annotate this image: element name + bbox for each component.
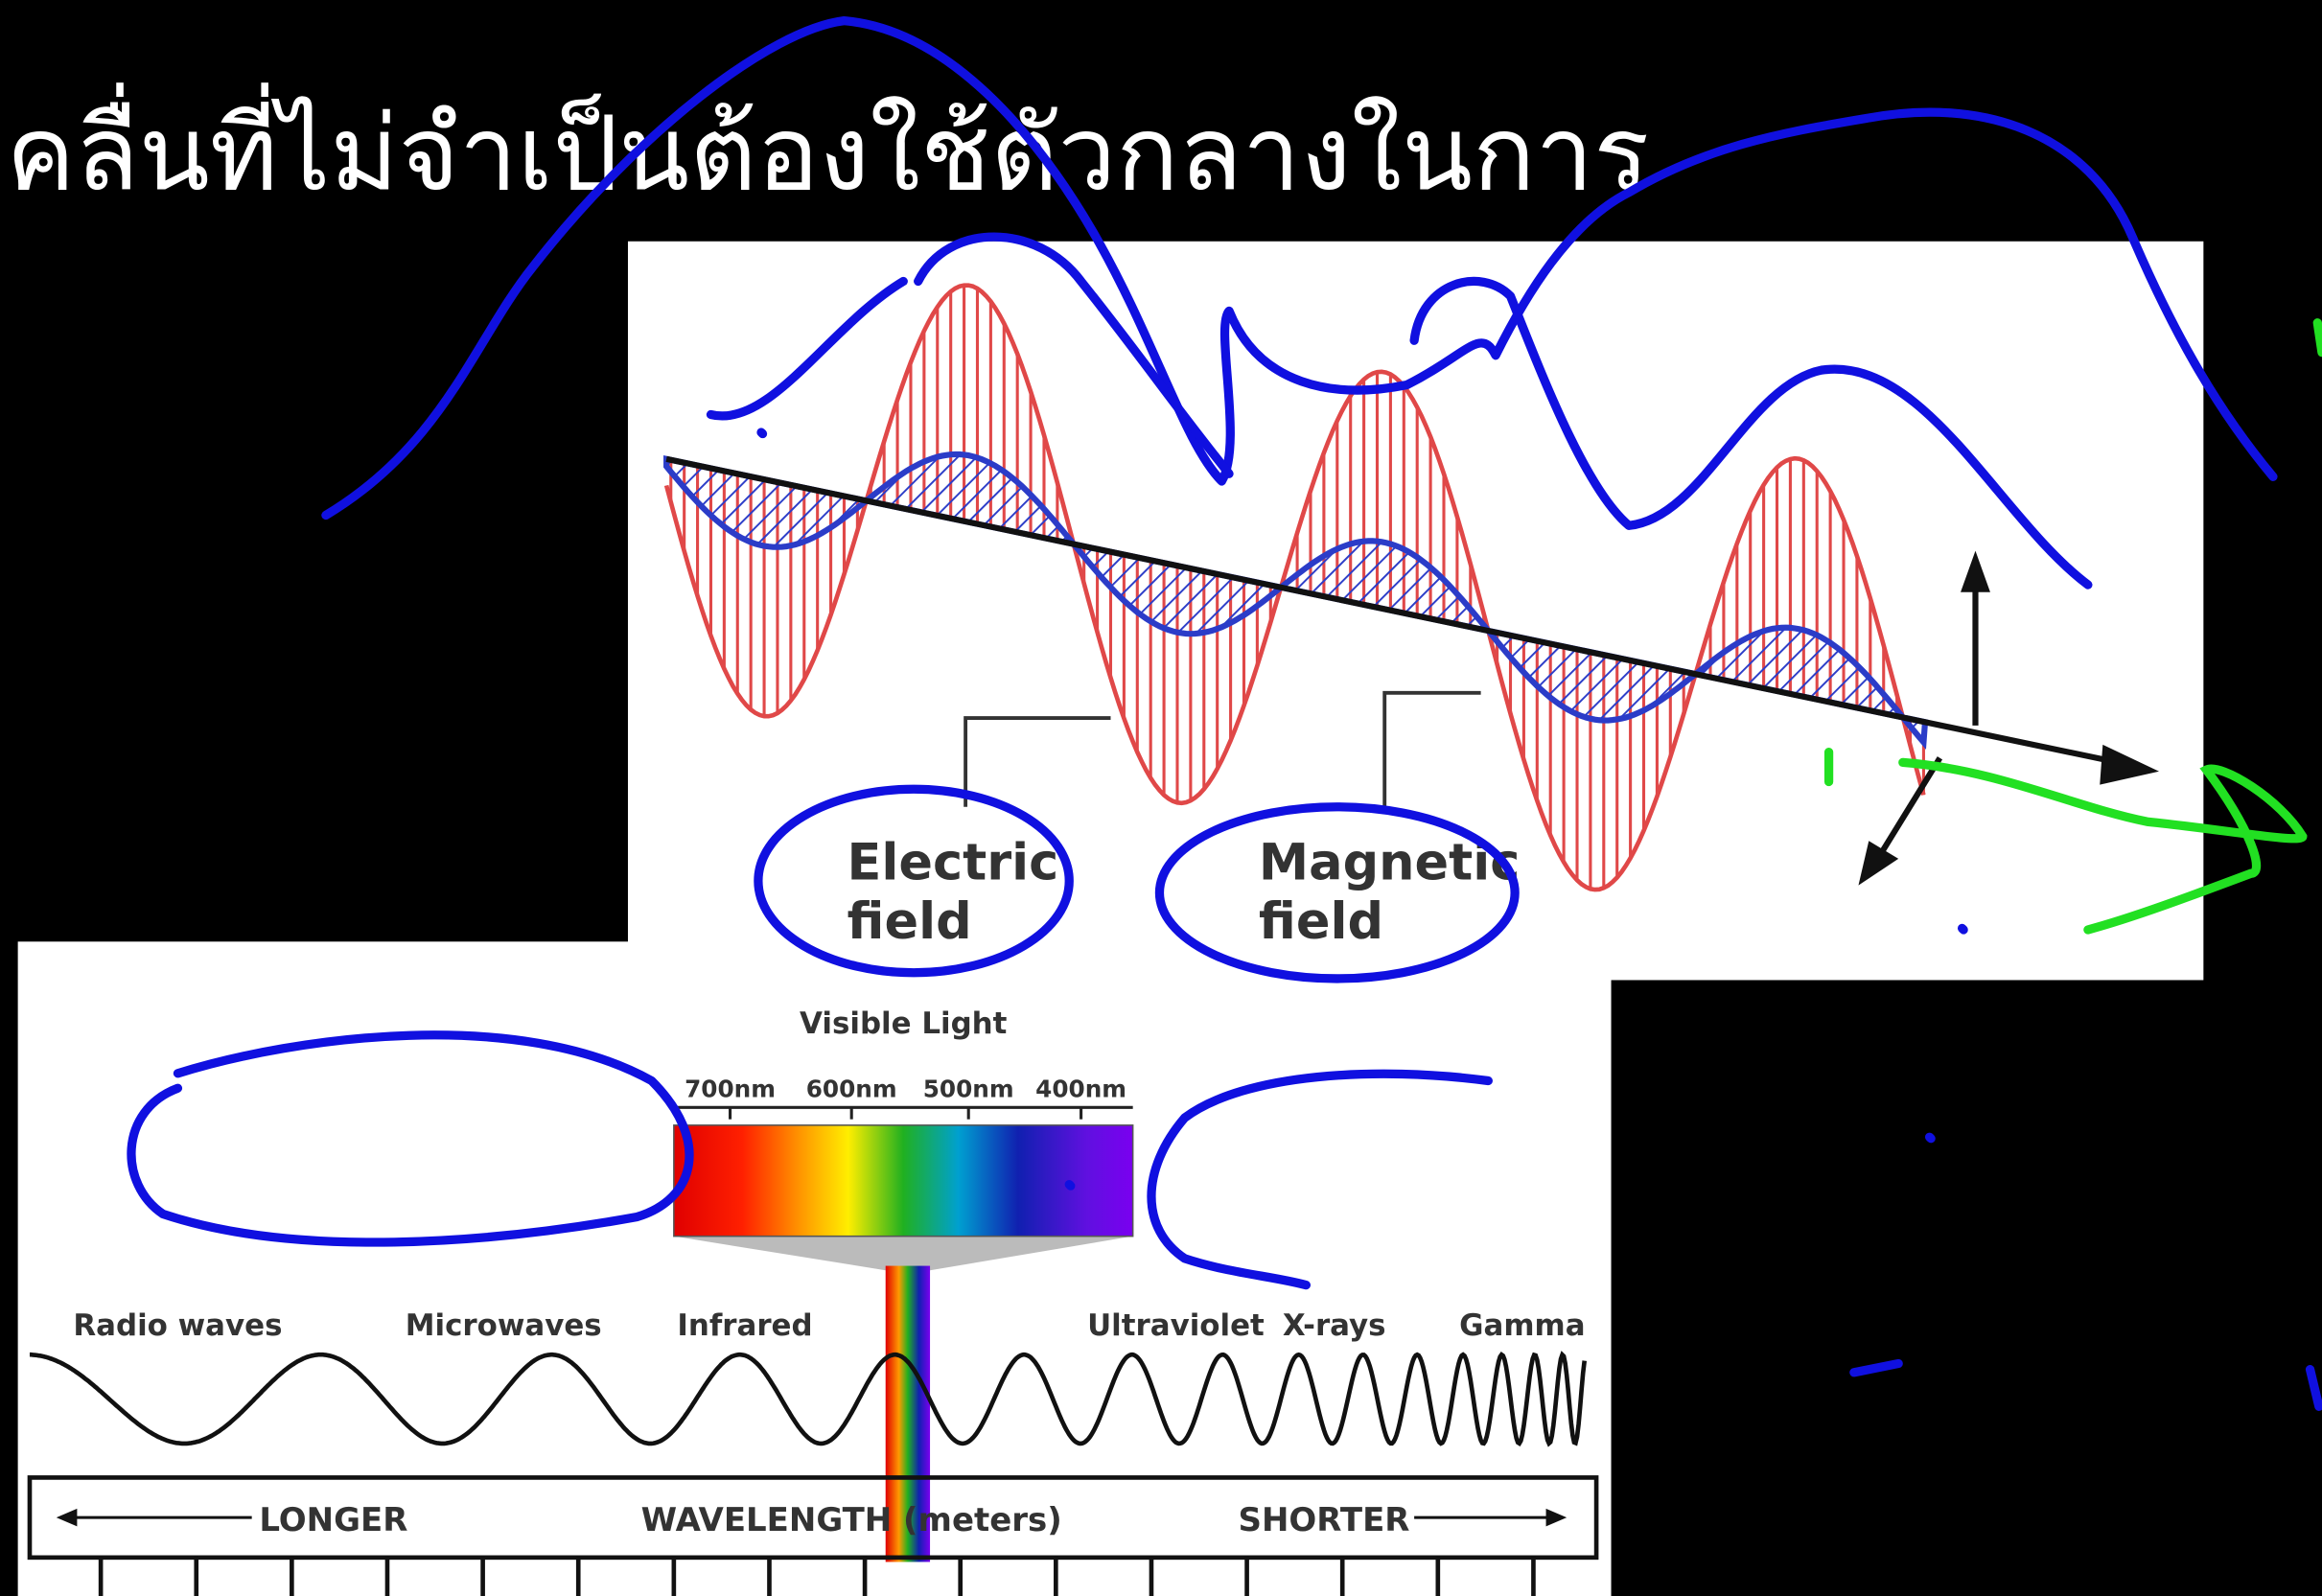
band-label: Gamma — [1459, 1308, 1585, 1343]
band-label: Microwaves — [406, 1308, 602, 1343]
visible-tick-label: 500nm — [923, 1075, 1014, 1102]
electric-label: Electric — [848, 833, 1059, 891]
slide: คลื่นที่ไม่จำเป็นต้องใช้ตัวกลางในการ Ele… — [0, 0, 2322, 1596]
axis-label: LONGER — [259, 1501, 407, 1539]
page: คลื่นที่ไม่จำเป็นต้องใช้ตัวกลางในการ Ele… — [0, 0, 2322, 1596]
visible-tick-label: 700nm — [685, 1075, 776, 1102]
visible-tick-label: 600nm — [806, 1075, 897, 1102]
visible-spectrum — [674, 1125, 1133, 1237]
band-label: Infrared — [677, 1308, 812, 1343]
slide-title: คลื่นที่ไม่จำเป็นต้องใช้ตัวกลางในการ — [6, 83, 1649, 215]
axis-label: SHORTER — [1239, 1501, 1410, 1539]
visible-title: Visible Light — [800, 1006, 1008, 1041]
axis-label: WAVELENGTH (meters) — [641, 1501, 1062, 1539]
band-label: Ultraviolet — [1087, 1308, 1265, 1343]
band-label: Radio waves — [73, 1308, 282, 1343]
visible-tick-label: 400nm — [1035, 1075, 1126, 1102]
band-label: X-rays — [1283, 1308, 1386, 1343]
